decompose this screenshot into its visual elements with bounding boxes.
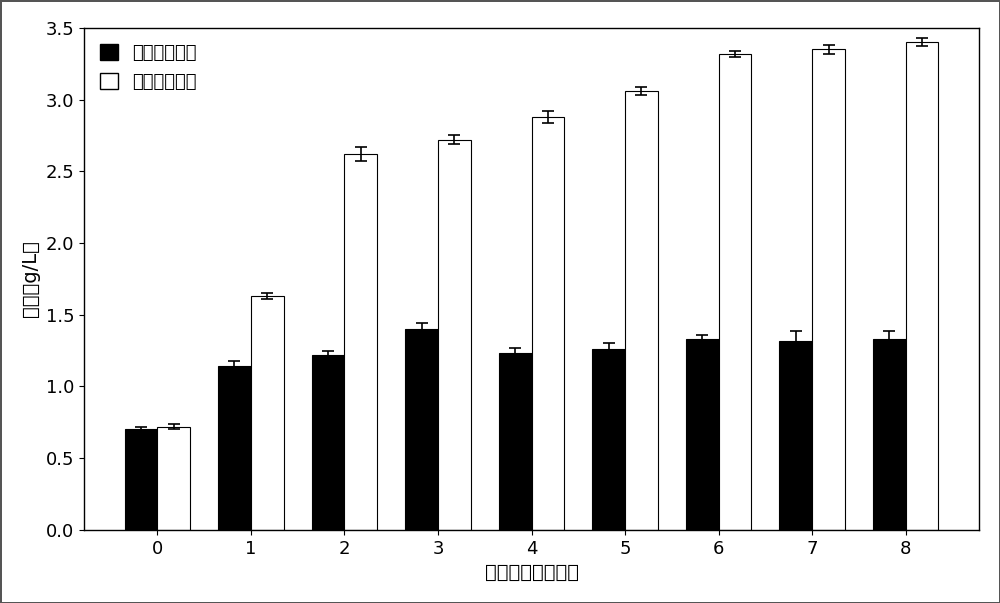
- Bar: [812, 49, 845, 530]
- Bar: [592, 349, 625, 530]
- Bar: [532, 117, 564, 530]
- Bar: [312, 355, 344, 530]
- Bar: [873, 339, 906, 530]
- Bar: [779, 341, 812, 530]
- Bar: [251, 296, 284, 530]
- Bar: [405, 329, 438, 530]
- Bar: [719, 54, 751, 530]
- Bar: [218, 367, 251, 530]
- Bar: [438, 140, 471, 530]
- Bar: [157, 426, 190, 530]
- Bar: [125, 429, 157, 530]
- Bar: [686, 339, 719, 530]
- Legend: 未进化小球藻, 进化后小球藻: 未进化小球藻, 进化后小球藻: [93, 37, 204, 99]
- Bar: [344, 154, 377, 530]
- X-axis label: 培养时间（天数）: 培养时间（天数）: [485, 563, 579, 582]
- Bar: [906, 42, 938, 530]
- Bar: [625, 91, 658, 530]
- Y-axis label: 干量（g/L）: 干量（g/L）: [21, 241, 40, 317]
- Bar: [499, 353, 532, 530]
